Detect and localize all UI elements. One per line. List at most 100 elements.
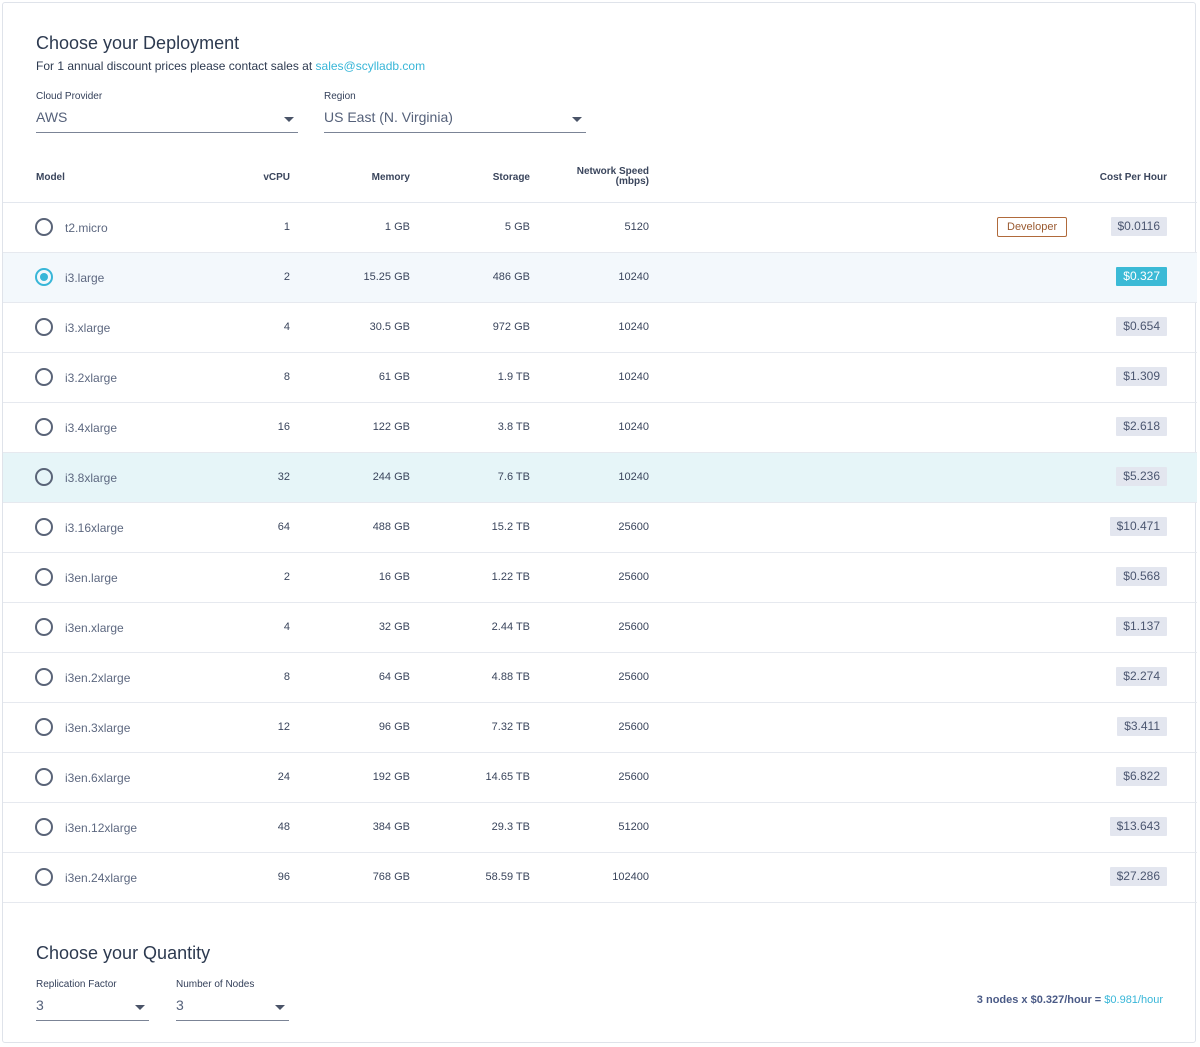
radio-button[interactable] — [35, 318, 53, 336]
table-row[interactable]: i3en.12xlarge 48 384 GB 29.3 TB 51200 $13.643 — [3, 803, 1197, 853]
table-row[interactable]: i3.2xlarge 8 61 GB 1.9 TB 10240 $1.309 — [3, 353, 1197, 403]
subtitle-text: For 1 annual discount prices please cont… — [36, 59, 313, 73]
storage-value: 4.88 TB — [491, 671, 530, 683]
network-speed-value: 25600 — [618, 571, 649, 583]
total-calculation: 3 nodes x $0.327/hour = — [976, 994, 1102, 1006]
price-badge: $5.236 — [1116, 467, 1167, 486]
memory-value: 64 GB — [378, 671, 410, 683]
sales-email-link[interactable]: sales@scylladb.com — [315, 59, 426, 73]
chevron-down-icon — [284, 117, 294, 122]
table-row[interactable]: i3.4xlarge 16 122 GB 3.8 TB 10240 $2.618 — [3, 403, 1197, 453]
table-row[interactable]: i3en.6xlarge 24 192 GB 14.65 TB 25600 $6.822 — [3, 753, 1197, 803]
memory-value: 384 GB — [372, 821, 410, 833]
price-badge: $6.822 — [1116, 767, 1167, 786]
price-badge: $0.654 — [1116, 317, 1167, 336]
network-speed-value: 25600 — [618, 621, 649, 633]
vcpu-value: 2 — [283, 571, 290, 583]
price-badge: $27.286 — [1109, 867, 1167, 886]
radio-button[interactable] — [35, 768, 53, 786]
replication-factor-select[interactable]: 3 — [36, 997, 149, 1021]
table-row[interactable]: i3.xlarge 4 30.5 GB 972 GB 10240 $0.654 — [3, 303, 1197, 353]
header-storage: Storage — [492, 172, 530, 183]
vcpu-value: 12 — [277, 721, 290, 733]
radio-button[interactable] — [35, 468, 53, 486]
network-speed-value: 25600 — [618, 671, 649, 683]
number-of-nodes-select[interactable]: 3 — [176, 997, 289, 1021]
storage-value: 7.32 TB — [491, 721, 530, 733]
header-vcpu: vCPU — [263, 172, 290, 183]
table-row[interactable]: i3.8xlarge 32 244 GB 7.6 TB 10240 $5.236 — [3, 453, 1197, 503]
table-row[interactable]: i3.large 2 15.25 GB 486 GB 10240 $0.327 — [3, 253, 1197, 303]
vcpu-value: 8 — [283, 671, 290, 683]
model-name: i3en.24xlarge — [65, 871, 138, 885]
vcpu-value: 48 — [277, 821, 290, 833]
radio-button[interactable] — [35, 218, 53, 236]
table-row[interactable]: i3en.24xlarge 96 768 GB 58.59 TB 102400 $27.2… — [3, 853, 1197, 903]
header-model: Model — [36, 172, 65, 183]
vcpu-value: 2 — [283, 271, 290, 283]
radio-button[interactable] — [35, 868, 53, 886]
price-badge: $2.274 — [1116, 667, 1167, 686]
memory-value: 30.5 GB — [369, 321, 410, 333]
model-name: i3en.2xlarge — [65, 671, 131, 685]
table-header: Model vCPU Memory Storage Network Speed … — [3, 154, 1197, 203]
model-name: i3en.6xlarge — [65, 771, 131, 785]
region-select[interactable]: US East (N. Virginia) — [324, 109, 586, 133]
cloud-provider-select[interactable]: AWS — [36, 109, 298, 133]
table-row[interactable]: t2.micro 1 1 GB 5 GB 5120 Developer $0.0116 — [3, 203, 1197, 253]
price-badge: $0.0116 — [1110, 217, 1167, 236]
radio-button[interactable] — [35, 668, 53, 686]
header-cost-per-hour: Cost Per Hour — [1099, 172, 1167, 183]
quantity-title: Choose your Quantity — [36, 943, 211, 963]
deployment-title: Choose your Deployment — [36, 33, 240, 53]
model-name: i3.2xlarge — [65, 371, 118, 385]
header-network-line2: (mbps) — [615, 176, 649, 187]
memory-value: 32 GB — [378, 621, 410, 633]
cloud-provider-value: AWS — [36, 109, 68, 125]
network-speed-value: 51200 — [618, 821, 649, 833]
storage-value: 972 GB — [492, 321, 530, 333]
model-name: i3.4xlarge — [65, 421, 118, 435]
vcpu-value: 1 — [283, 221, 290, 233]
radio-button[interactable] — [35, 618, 53, 636]
table-row[interactable]: i3en.large 2 16 GB 1.22 TB 25600 $0.568 — [3, 553, 1197, 603]
memory-value: 61 GB — [378, 371, 410, 383]
chevron-down-icon — [572, 117, 582, 122]
radio-button[interactable] — [35, 418, 53, 436]
network-speed-value: 5120 — [624, 221, 649, 233]
radio-button[interactable] — [35, 368, 53, 386]
total-cost: 3 nodes x $0.327/hour = $0.981/hour — [977, 994, 1163, 1006]
network-speed-value: 25600 — [618, 771, 649, 783]
table-row[interactable]: i3.16xlarge 64 488 GB 15.2 TB 25600 $10.471 — [3, 503, 1197, 553]
price-badge: $0.327 — [1116, 267, 1167, 286]
vcpu-value: 4 — [283, 321, 290, 333]
table-row[interactable]: i3en.2xlarge 8 64 GB 4.88 TB 25600 $2.274 — [3, 653, 1197, 703]
memory-value: 1 GB — [384, 221, 410, 233]
replication-factor-label: Replication Factor — [36, 979, 117, 990]
memory-value: 16 GB — [378, 571, 410, 583]
storage-value: 58.59 TB — [485, 871, 530, 883]
storage-value: 3.8 TB — [497, 421, 530, 433]
header-memory: Memory — [371, 172, 410, 183]
radio-button[interactable] — [35, 568, 53, 586]
radio-button[interactable] — [35, 818, 53, 836]
model-name: i3.large — [65, 271, 105, 285]
model-name: i3.xlarge — [65, 321, 111, 335]
model-name: i3.8xlarge — [65, 471, 118, 485]
radio-button[interactable] — [35, 518, 53, 536]
model-name: i3en.12xlarge — [65, 821, 138, 835]
model-name: t2.micro — [65, 221, 108, 235]
radio-button[interactable] — [35, 718, 53, 736]
radio-button[interactable] — [35, 268, 53, 286]
deployment-subtitle: For 1 annual discount prices please cont… — [36, 59, 425, 73]
price-badge: $2.618 — [1116, 417, 1167, 436]
table-row[interactable]: i3en.xlarge 4 32 GB 2.44 TB 25600 $1.137 — [3, 603, 1197, 653]
storage-value: 486 GB — [492, 271, 530, 283]
number-of-nodes-label: Number of Nodes — [176, 979, 255, 990]
storage-value: 15.2 TB — [491, 521, 530, 533]
region-value: US East (N. Virginia) — [324, 109, 453, 125]
vcpu-value: 4 — [283, 621, 290, 633]
network-speed-value: 10240 — [618, 421, 649, 433]
vcpu-value: 32 — [277, 471, 290, 483]
table-row[interactable]: i3en.3xlarge 12 96 GB 7.32 TB 25600 $3.411 — [3, 703, 1197, 753]
